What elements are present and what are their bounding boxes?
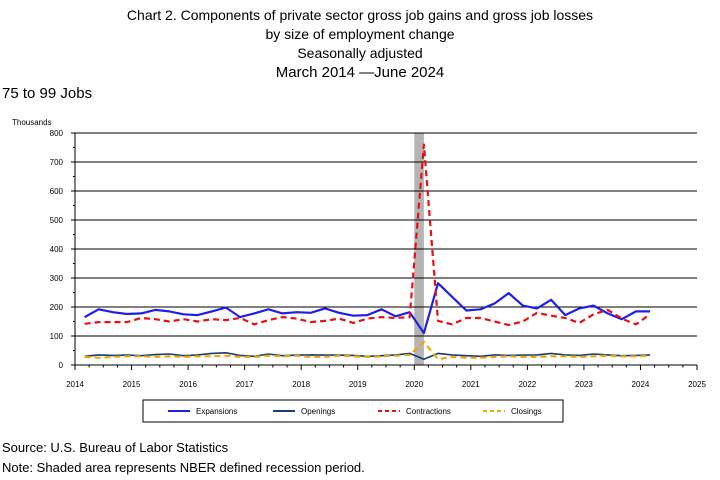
recession-note: Note: Shaded area represents NBER define… <box>2 460 365 475</box>
source-note: Source: U.S. Bureau of Labor Statistics <box>2 440 228 455</box>
x-tick-label: 2017 <box>236 380 254 389</box>
x-tick-label: 2016 <box>179 380 197 389</box>
x-tick-label: 2019 <box>349 380 367 389</box>
legend-label-contractions: Contractions <box>406 407 451 416</box>
series-line-contractions <box>85 145 651 325</box>
y-tick-label: 0 <box>59 361 64 370</box>
x-tick-label: 2020 <box>405 380 423 389</box>
y-tick-label: 300 <box>50 274 64 283</box>
y-tick-label: 600 <box>50 187 64 196</box>
y-axis-label: Thousands <box>12 118 52 127</box>
y-tick-label: 400 <box>50 245 64 254</box>
y-tick-label: 800 <box>50 129 64 138</box>
x-tick-label: 2015 <box>123 380 141 389</box>
series-line-expansions <box>85 283 651 333</box>
y-tick-label: 700 <box>50 158 64 167</box>
x-tick-label: 2018 <box>292 380 310 389</box>
series-line-closings <box>85 342 651 359</box>
x-tick-label: 2024 <box>632 380 650 389</box>
x-tick-label: 2014 <box>66 380 84 389</box>
y-tick-label: 500 <box>50 216 64 225</box>
legend-label-openings: Openings <box>301 407 335 416</box>
legend-label-expansions: Expansions <box>196 407 237 416</box>
x-tick-label: 2025 <box>688 380 706 389</box>
x-tick-label: 2022 <box>518 380 536 389</box>
x-tick-label: 2023 <box>575 380 593 389</box>
y-tick-label: 200 <box>50 303 64 312</box>
legend-label-closings: Closings <box>511 407 542 416</box>
x-tick-label: 2021 <box>462 380 480 389</box>
y-tick-label: 100 <box>50 332 64 341</box>
